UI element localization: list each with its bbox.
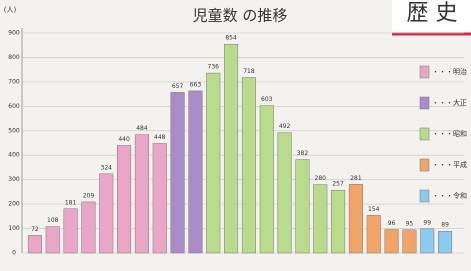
- value-label: 854: [225, 35, 237, 42]
- y-tick-label: 200: [8, 201, 20, 208]
- bar: [206, 73, 220, 253]
- legend-swatch: [420, 159, 429, 171]
- bar: [64, 209, 78, 253]
- value-label: 72: [31, 226, 39, 233]
- bar: [135, 135, 149, 253]
- value-label: 89: [441, 222, 449, 229]
- y-tick-label: 600: [8, 103, 20, 110]
- bar: [313, 185, 327, 253]
- value-label: 657: [172, 83, 184, 90]
- bar: [260, 106, 274, 253]
- bar: [82, 202, 96, 253]
- bar: [420, 229, 434, 253]
- y-tick-label: 100: [8, 225, 20, 232]
- value-label: 484: [136, 125, 148, 132]
- page: 歴 史 児童数 の推移 (人) 0 100 200 300 400 500 600 700 80…: [0, 0, 471, 271]
- value-label: 281: [350, 175, 362, 182]
- heading: 歴 史: [407, 1, 458, 26]
- chart-title: 児童数 の推移: [193, 7, 288, 25]
- legend-label: ・・・令和: [432, 191, 467, 200]
- value-label: 440: [118, 136, 130, 143]
- bar: [349, 184, 363, 253]
- value-label: 736: [208, 64, 220, 71]
- bar: [438, 231, 452, 253]
- bar: [153, 143, 167, 253]
- value-label: 382: [297, 150, 309, 157]
- legend-swatch: [420, 66, 429, 78]
- value-label: 96: [388, 220, 396, 227]
- y-axis-label: (人): [4, 6, 17, 14]
- legend-label: ・・・大正: [432, 98, 467, 107]
- value-label: 663: [190, 81, 202, 88]
- legend-label: ・・・明治: [432, 67, 467, 76]
- value-label: 181: [65, 199, 77, 206]
- bar: [224, 44, 238, 253]
- value-label: 95: [406, 220, 414, 227]
- value-label: 718: [243, 68, 255, 75]
- y-tick-label: 300: [8, 176, 20, 183]
- value-label: 603: [261, 96, 273, 103]
- y-tick-label: 900: [8, 30, 20, 37]
- value-label: 154: [368, 206, 380, 213]
- legend-swatch: [420, 190, 429, 202]
- bar: [278, 133, 292, 253]
- y-tick-label: 800: [8, 54, 20, 61]
- bar: [28, 235, 42, 253]
- y-tick-label: 700: [8, 78, 20, 85]
- bar: [242, 77, 256, 253]
- legend-swatch: [420, 128, 429, 140]
- value-label: 280: [315, 175, 327, 182]
- bar: [367, 215, 381, 253]
- legend-swatch: [420, 97, 429, 109]
- value-label: 448: [154, 134, 166, 141]
- chart: 歴 史 児童数 の推移 (人) 0 100 200 300 400 500 600 700 80…: [0, 0, 471, 271]
- value-label: 209: [83, 192, 95, 199]
- bar: [189, 91, 203, 253]
- legend-label: ・・・昭和: [432, 129, 467, 138]
- value-label: 99: [423, 219, 431, 226]
- bar: [385, 230, 399, 253]
- y-tick-label: 500: [8, 127, 20, 134]
- bar: [331, 190, 345, 253]
- bar: [117, 145, 131, 253]
- bar: [296, 160, 310, 253]
- bar: [171, 92, 185, 253]
- value-label: 492: [279, 123, 291, 130]
- value-label: 257: [332, 181, 344, 188]
- y-tick-label: 0: [12, 250, 16, 257]
- value-label: 324: [101, 164, 113, 171]
- legend-label: ・・・平成: [432, 160, 467, 169]
- bar: [403, 230, 417, 253]
- bar: [46, 227, 60, 253]
- bar: [99, 174, 113, 253]
- y-tick-label: 400: [8, 152, 20, 159]
- value-label: 108: [47, 217, 59, 224]
